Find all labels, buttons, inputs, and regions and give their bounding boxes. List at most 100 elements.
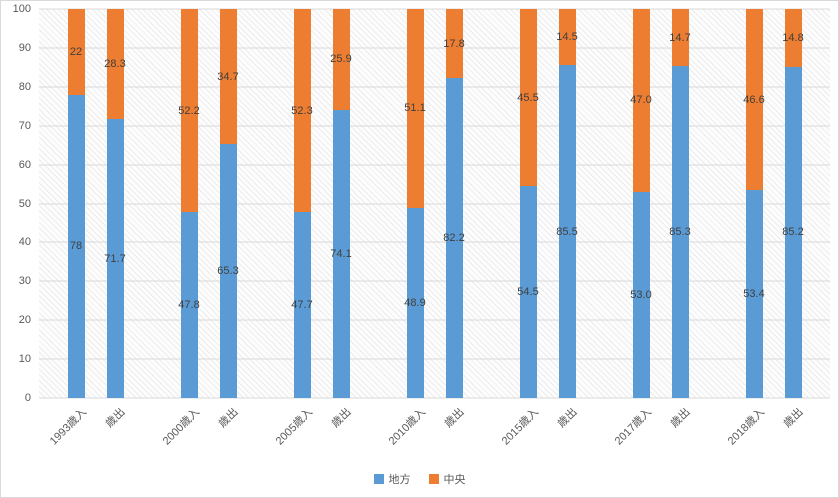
data-label: 14.8 [782,31,804,44]
data-label: 45.5 [517,91,539,104]
gridline [39,164,830,166]
y-axis: 0 10 20 30 40 50 60 70 80 90 100 [1,3,39,404]
bar-segment-central [67,9,85,95]
bar-segment-central [445,9,463,79]
bar-segment-central [558,9,576,66]
bar-segment-local [445,78,463,398]
y-tick-label: 20 [18,314,31,327]
data-label: 14.5 [556,31,578,44]
x-axis-label: 歳出 [216,406,241,431]
bar-segment-local [293,212,311,398]
bar-segment-central [219,9,237,144]
data-label: 74.1 [330,247,352,260]
bar-segment-local [106,119,124,398]
x-axis-label: 2015歳入 [499,406,541,448]
bar-segment-local [519,186,537,398]
x-axis-label: 1993歳入 [47,406,89,448]
bar-segment-central [745,9,763,191]
data-label: 85.5 [556,225,578,238]
data-label: 28.3 [104,58,126,71]
data-label: 14.7 [669,31,691,44]
bar-segment-local [745,190,763,398]
gridline [39,358,830,360]
bar-segment-central [519,9,537,186]
gridline [39,397,830,399]
bar-segment-local [406,207,424,398]
x-axis-label: 歳出 [329,406,354,431]
x-axis-label: 歳出 [442,406,467,431]
y-tick-label: 100 [12,3,31,15]
x-axis-spacer [1,398,39,460]
bar-segment-central [106,9,124,120]
data-label: 25.9 [330,53,352,66]
bar-segment-central [293,9,311,213]
data-label: 53.4 [743,288,765,301]
x-axis-label: 2000歳入 [160,406,202,448]
x-axis-row: 1993歳入 歳出 2000歳入 歳出 2005歳入 歳出 2010歳入 歳出 2015歳入 歳出… [1,398,838,460]
y-tick-label: 40 [18,236,31,249]
x-axis-label: 2018歳入 [725,406,767,448]
y-tick-label: 50 [18,197,31,210]
gridline [39,47,830,49]
data-label: 48.9 [404,296,426,309]
x-axis: 1993歳入 歳出 2000歳入 歳出 2005歳入 歳出 2010歳入 歳出 2015歳入 歳出… [39,398,830,460]
gridline [39,8,830,10]
legend: 地方 中央 [1,460,838,497]
x-axis-label: 歳出 [781,406,806,431]
y-tick-label: 90 [18,41,31,54]
gridline [39,241,830,243]
bar-segment-central [671,9,689,67]
y-tick-label: 10 [18,353,31,366]
data-label: 47.8 [178,299,200,312]
data-label: 65.3 [217,265,239,277]
data-label: 47.7 [291,299,313,312]
data-label: 34.7 [217,70,239,83]
data-label: 54.5 [517,286,539,298]
bar-segment-local [632,191,650,398]
data-label: 22 [69,45,83,58]
x-axis-label: 歳出 [668,406,693,431]
data-label: 53.0 [630,288,652,301]
data-label: 46.6 [743,93,765,106]
x-axis-label: 歳出 [555,406,580,431]
legend-swatch [428,473,439,484]
gridline [39,280,830,282]
y-tick-label: 60 [18,158,31,171]
x-axis-label: 2005歳入 [273,406,315,448]
data-label: 85.2 [782,226,804,239]
legend-item-local: 地方 [373,471,411,487]
bar-segment-local [67,94,85,398]
legend-label: 地方 [388,473,411,486]
bar-segment-central [332,9,350,110]
data-label: 47.0 [630,94,652,107]
x-axis-label: 歳出 [103,406,128,431]
gridline [39,86,830,88]
bar-segment-central [180,9,198,213]
bar-segment-local [180,212,198,398]
y-tick-label: 30 [18,275,31,288]
bar-segment-central [406,9,424,208]
data-label: 17.8 [443,37,465,50]
y-tick-label: 80 [18,80,31,93]
x-axis-label: 2010歳入 [386,406,428,448]
gridline [39,203,830,204]
bar-segment-local [671,66,689,398]
y-tick-label: 70 [18,119,31,132]
bar-segment-central [784,9,802,67]
data-label: 85.3 [669,226,691,239]
legend-item-central: 中央 [428,471,466,487]
gridline [39,125,830,127]
bar-segment-local [784,66,802,398]
plot-area: 78 22 71.7 28.3 47.8 52.2 65.3 34.7 47.7 52.3 74.1… [39,8,830,399]
bar-segment-central [632,9,650,192]
data-label: 52.2 [178,104,200,117]
plot-row: 0 10 20 30 40 50 60 70 80 90 100 78 22 71.7 28.3 47.8 5… [1,3,838,404]
legend-swatch [373,473,384,484]
data-label: 52.3 [291,104,313,117]
bar-segment-local [332,109,350,398]
y-tick-label: 0 [24,392,31,404]
x-axis-label: 2017歳入 [612,406,654,448]
data-label: 82.2 [443,232,465,245]
data-label: 71.7 [104,252,126,265]
